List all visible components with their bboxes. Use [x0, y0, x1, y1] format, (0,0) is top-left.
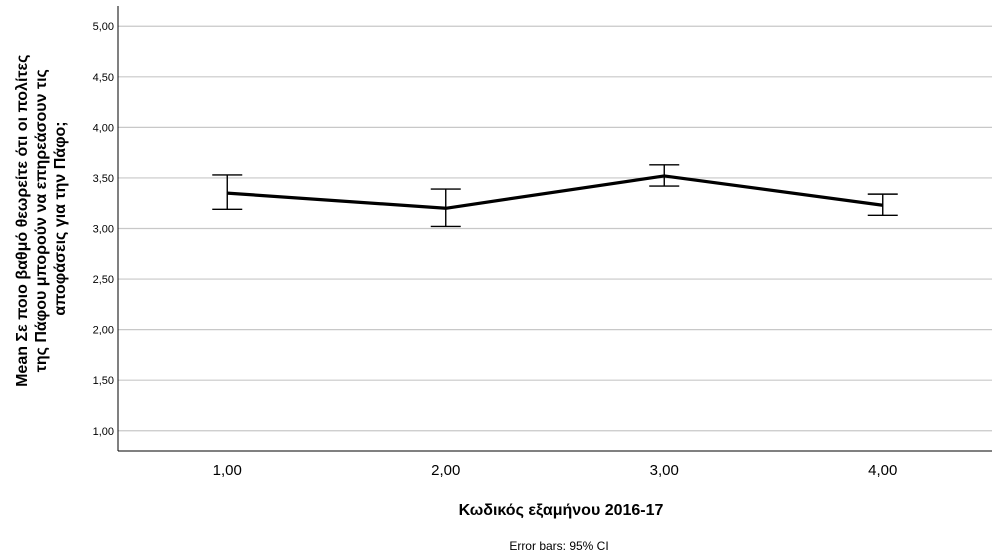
y-tick-label: 4,00 [93, 122, 114, 134]
x-tick-labels: 1,00 2,00 3,00 4,00 [213, 462, 898, 479]
error-bars-note: Error bars: 95% CI [509, 539, 608, 553]
x-tick-label: 4,00 [868, 462, 897, 479]
y-tick-label: 1,50 [93, 375, 114, 387]
gridlines [118, 25, 992, 432]
error-bar [212, 174, 243, 210]
x-tick-label: 3,00 [650, 462, 679, 479]
y-tick-label: 3,00 [93, 224, 114, 236]
x-tick-label: 1,00 [213, 462, 242, 479]
y-axis-title-line-3: αποφάσεις για την Πάφο; [52, 121, 69, 315]
series-line [227, 174, 883, 210]
y-tick-label: 2,50 [93, 274, 114, 286]
y-tick-label: 2,00 [93, 325, 114, 337]
y-axis-title: Mean Σε ποιο βαθμό θεωρείτε ότι οι πολίτ… [14, 50, 69, 387]
y-tick-label: 5,00 [93, 21, 114, 33]
x-axis-title: Κωδικός εξαμήνου 2016-17 [459, 502, 664, 519]
y-tick-labels: 1,00 1,50 2,00 2,50 3,00 3,50 4,00 4,50 5,00 [93, 21, 114, 438]
y-tick-label: 1,00 [93, 426, 114, 438]
y-axis-title-line-1: Mean Σε ποιο βαθμό θεωρείτε ότι οι πολίτ… [14, 55, 31, 387]
error-bars [212, 164, 898, 228]
x-tick-label: 2,00 [431, 462, 460, 479]
y-axis-title-line-2: της Πάφου μπορούν να επηρεάσουν τις [33, 69, 50, 372]
y-tick-label: 4,50 [93, 72, 114, 84]
y-tick-label: 3,50 [93, 173, 114, 185]
